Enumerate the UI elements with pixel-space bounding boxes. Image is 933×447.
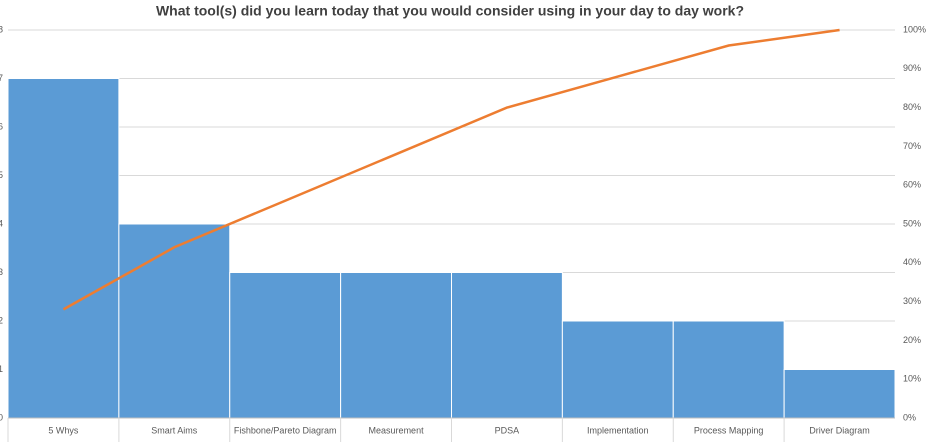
y-tick-label: 4	[0, 218, 3, 228]
x-tick-label: Measurement	[369, 425, 425, 435]
y2-tick-label: 10%	[903, 374, 921, 384]
y-tick-label: 3	[0, 267, 3, 277]
y2-tick-label: 90%	[903, 63, 921, 73]
y2-tick-label: 100%	[903, 24, 926, 34]
y-tick-label: 7	[0, 73, 3, 83]
y-tick-label: 5	[0, 170, 3, 180]
y-tick-label: 2	[0, 315, 3, 325]
y-tick-label: 1	[0, 364, 3, 374]
x-tick-label: Fishbone/Pareto Diagram	[234, 425, 337, 435]
y2-tick-label: 0%	[903, 412, 916, 422]
y2-tick-label: 50%	[903, 218, 921, 228]
bar	[561, 320, 674, 419]
chart-title: What tool(s) did you learn today that yo…	[156, 3, 744, 19]
y2-tick-label: 60%	[903, 180, 921, 190]
y-tick-label: 0	[0, 412, 3, 422]
bar	[7, 78, 120, 419]
y2-tick-label: 20%	[903, 335, 921, 345]
bar	[672, 320, 785, 419]
y2-tick-label: 70%	[903, 141, 921, 151]
y2-tick-label: 80%	[903, 102, 921, 112]
x-tick-label: Smart Aims	[151, 425, 198, 435]
x-tick-label: 5 Whys	[48, 425, 79, 435]
y-tick-label: 8	[0, 24, 3, 34]
y-tick-label: 6	[0, 121, 3, 131]
bar	[451, 272, 563, 419]
bar	[340, 272, 452, 419]
bar	[783, 369, 896, 419]
x-tick-label: PDSA	[495, 425, 520, 435]
bar	[118, 223, 231, 419]
x-tick-label: Process Mapping	[694, 425, 764, 435]
x-tick-label: Driver Diagram	[809, 425, 870, 435]
cumulative-line	[62, 28, 840, 311]
y2-tick-label: 30%	[903, 296, 921, 306]
y2-tick-label: 40%	[903, 257, 921, 267]
x-tick-label: Implementation	[587, 425, 649, 435]
bar	[229, 272, 342, 419]
